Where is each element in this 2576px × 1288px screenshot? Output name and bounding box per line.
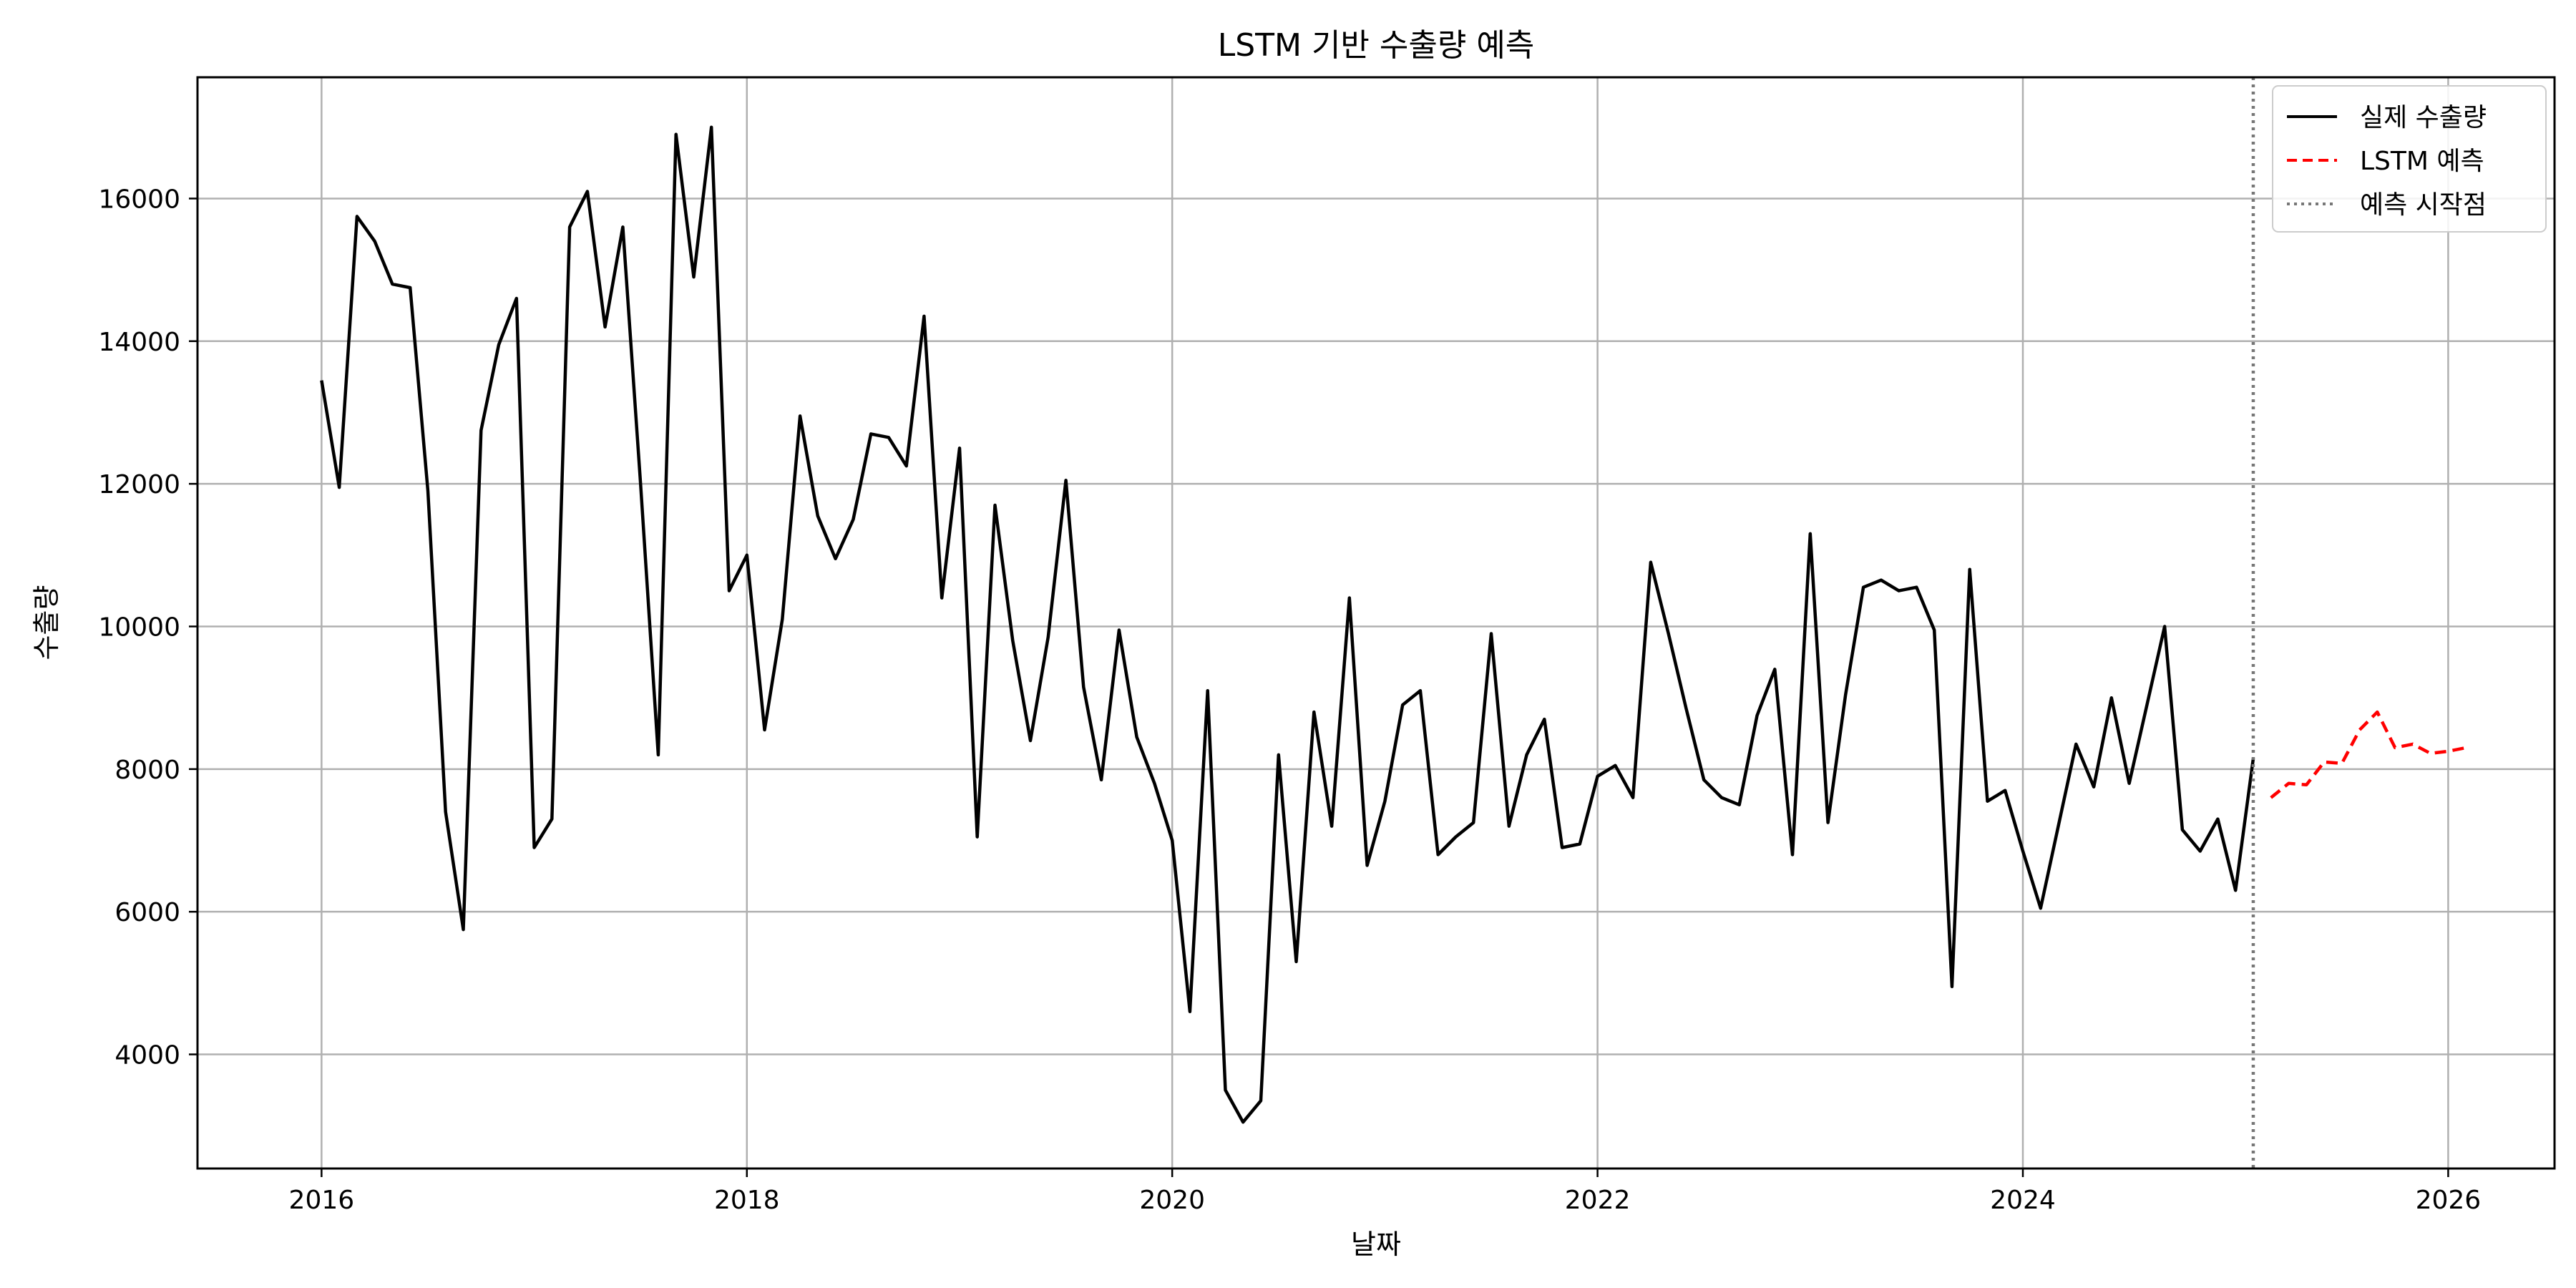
x-tick-label: 2016: [289, 1186, 355, 1215]
series-line-actual: [320, 125, 2255, 1124]
y-tick-label: 14000: [98, 328, 180, 357]
y-axis-label: 수출량: [31, 585, 62, 660]
x-tick-label: 2026: [2416, 1186, 2482, 1215]
y-tick-label: 8000: [114, 756, 180, 785]
y-tick-label: 6000: [114, 898, 180, 927]
x-tick-label: 2024: [1990, 1186, 2056, 1215]
y-tick-label: 4000: [114, 1041, 180, 1070]
legend-label-forecast: LSTM 예측: [2360, 147, 2484, 176]
legend-label-actual: 실제 수출량: [2360, 103, 2487, 132]
ticks: 2016 2018 2020 2022 2024 2026 4000 6000 8000 1000…: [98, 185, 2481, 1215]
series-layer: [320, 77, 2467, 1169]
series-line-forecast: [2270, 710, 2467, 799]
legend-label-forecast-start: 예측 시작점: [2360, 190, 2487, 220]
grid: [197, 77, 2555, 1169]
plot-frame: [196, 76, 2556, 1170]
x-tick-label: 2022: [1565, 1186, 1631, 1215]
x-tick-label: 2018: [714, 1186, 780, 1215]
legend: 실제 수출량 LSTM 예측 예측 시작점: [2272, 85, 2547, 233]
y-tick-label: 16000: [98, 185, 180, 214]
legend-box: [2272, 85, 2547, 233]
x-tick-label: 2020: [1139, 1186, 1205, 1215]
y-tick-label: 12000: [98, 470, 180, 499]
chart-title: LSTM 기반 수출량 예측: [1218, 27, 1535, 64]
x-axis-label: 날짜: [1351, 1229, 1401, 1260]
y-tick-label: 10000: [98, 613, 180, 642]
